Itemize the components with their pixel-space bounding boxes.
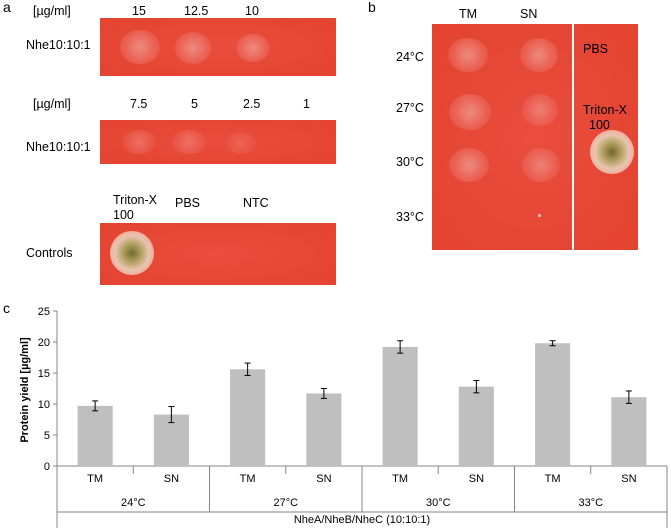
row2-conc-4: 1 xyxy=(303,97,310,111)
x-tick-label: SN xyxy=(621,473,636,485)
y-tick-label: 25 xyxy=(38,306,50,318)
col-sn-label: SN xyxy=(520,7,538,21)
tritonx-lysis-zone xyxy=(110,231,154,275)
lysis-zone xyxy=(522,94,558,126)
x-tick-label: TM xyxy=(240,473,256,485)
control-tritonx-conc: 100 xyxy=(113,208,134,222)
lysis-zone xyxy=(236,34,270,62)
agar-plate-temperature xyxy=(432,24,638,250)
col-tm-label: TM xyxy=(459,7,478,21)
tritonx-lysis-zone xyxy=(590,130,634,174)
tritonx-label: Triton-X xyxy=(583,103,627,117)
lysis-zone xyxy=(120,30,160,64)
pbs-label: PBS xyxy=(583,42,609,56)
x-tick-label: TM xyxy=(545,473,561,485)
temp-30-label: 30°C xyxy=(396,155,424,169)
lysis-zone xyxy=(449,94,491,130)
x-group-label: 33°C xyxy=(578,497,603,509)
panel-b-letter: b xyxy=(368,0,376,15)
y-tick-label: 5 xyxy=(44,430,50,442)
lysis-zone xyxy=(175,32,211,64)
row2-conc-3: 2.5 xyxy=(243,97,261,111)
bar xyxy=(458,386,494,466)
row1-conc-1: 15 xyxy=(132,4,146,18)
tritonx-conc-label: 100 xyxy=(589,118,610,132)
x-axis-label: NheA/NheB/NheC (10:10:1) xyxy=(294,514,430,526)
panel-c-letter: c xyxy=(3,300,10,316)
agar-plate-controls xyxy=(100,223,336,285)
bar xyxy=(306,393,342,466)
row2-conc-2: 5 xyxy=(191,97,198,111)
lysis-zone xyxy=(448,38,488,72)
y-tick-label: 15 xyxy=(38,368,50,380)
temp-24-label: 24°C xyxy=(396,50,424,64)
panel-a-letter: a xyxy=(3,0,11,15)
lysis-zone xyxy=(172,130,206,154)
y-axis-label: Protein yield [µg/ml] xyxy=(19,337,31,443)
x-group-label: 24°C xyxy=(121,497,146,509)
lysis-zone xyxy=(122,130,156,154)
speck xyxy=(538,214,541,217)
bar xyxy=(535,343,571,466)
y-tick-label: 10 xyxy=(38,399,50,411)
x-tick-label: SN xyxy=(316,473,331,485)
lysis-zone xyxy=(522,148,560,182)
row2-label: Nhe10:10:1 xyxy=(26,140,91,154)
x-tick-label: SN xyxy=(469,473,484,485)
bar xyxy=(77,405,113,466)
lysis-zone xyxy=(226,132,256,154)
row2-unit-label: [µg/ml] xyxy=(33,97,71,111)
row1-conc-2: 12.5 xyxy=(184,4,209,18)
x-group-label: 30°C xyxy=(426,497,451,509)
temp-27-label: 27°C xyxy=(396,101,424,115)
controls-label: Controls xyxy=(26,246,73,260)
control-ntc-label: NTC xyxy=(243,196,269,210)
agar-plate-row2 xyxy=(100,120,336,164)
bar xyxy=(611,397,647,466)
row1-label: Nhe10:10:1 xyxy=(26,38,91,52)
temp-33-label: 33°C xyxy=(396,210,424,224)
x-tick-label: TM xyxy=(87,473,103,485)
row1-conc-3: 10 xyxy=(245,4,259,18)
bar xyxy=(230,369,266,466)
agar-plate-row1 xyxy=(100,18,336,76)
x-tick-label: TM xyxy=(392,473,408,485)
lysis-zone xyxy=(449,148,489,182)
y-tick-label: 0 xyxy=(44,461,50,473)
y-tick-label: 20 xyxy=(38,337,50,349)
row2-conc-1: 7.5 xyxy=(130,97,148,111)
row1-unit-label: [µg/ml] xyxy=(33,4,71,18)
bar xyxy=(382,346,418,466)
bar xyxy=(153,414,189,466)
x-group-label: 27°C xyxy=(273,497,298,509)
x-tick-label: SN xyxy=(164,473,179,485)
plate-divider xyxy=(572,24,574,250)
lysis-zone xyxy=(520,38,558,72)
control-tritonx-label: Triton-X xyxy=(113,193,157,207)
control-pbs-label: PBS xyxy=(175,196,201,210)
